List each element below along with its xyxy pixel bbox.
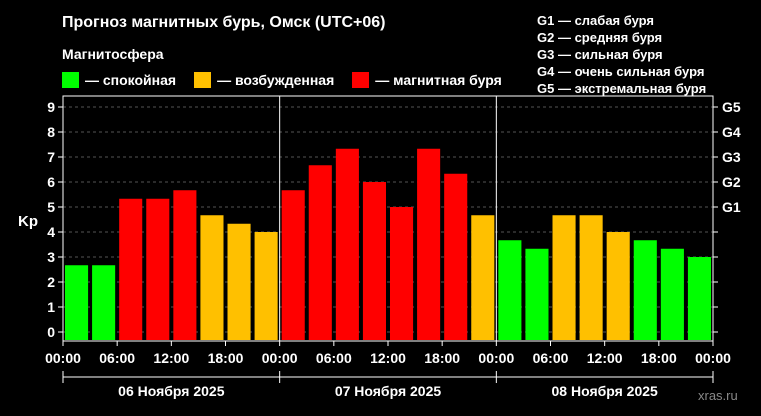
kp-bar: [552, 215, 576, 340]
legend-label-storm: — магнитная буря: [375, 72, 502, 88]
color-legend: — спокойная — возбужденная — магнитная б…: [62, 72, 520, 88]
date-label: 06 Ноября 2025: [118, 383, 225, 399]
x-tick-label: 18:00: [208, 350, 244, 366]
y-tick-label: 1: [47, 299, 55, 315]
x-tick-label: 06:00: [533, 350, 569, 366]
g-legend-item: G1 — слабая буря: [537, 13, 655, 28]
legend-swatch-active: [194, 72, 212, 88]
x-tick-label: 00:00: [45, 350, 81, 366]
date-label: 08 Ноября 2025: [552, 383, 659, 399]
kp-bar: [65, 265, 89, 340]
kp-bar: [173, 190, 197, 340]
kp-bar: [579, 215, 603, 340]
y-tick-label: 7: [47, 149, 55, 165]
g-legend-item: G3 — сильная буря: [537, 47, 663, 62]
kp-bar: [444, 173, 468, 340]
x-tick-label: 00:00: [262, 350, 298, 366]
y-tick-label: 6: [47, 174, 55, 190]
legend-subtitle: Магнитосфера: [62, 46, 164, 62]
y-tick-label: 2: [47, 274, 55, 290]
chart-title: Прогноз магнитных бурь, Омск (UTC+06): [62, 14, 386, 31]
watermark: xras.ru: [698, 388, 738, 403]
kp-bar: [498, 240, 522, 340]
g-tick-label: G5: [722, 99, 741, 115]
kp-bar: [417, 148, 441, 340]
kp-bar: [390, 207, 414, 340]
y-tick-label: 4: [47, 224, 55, 240]
x-tick-label: 12:00: [370, 350, 406, 366]
x-tick-label: 12:00: [587, 350, 623, 366]
legend-label-quiet: — спокойная: [85, 72, 177, 88]
legend-swatch-storm: [352, 72, 370, 88]
g-tick-label: G1: [722, 199, 741, 215]
y-tick-label: 0: [47, 324, 55, 340]
date-label: 07 Ноября 2025: [335, 383, 442, 399]
kp-bar: [633, 240, 657, 340]
kp-bar: [687, 257, 711, 340]
g-legend-item: G5 — экстремальная буря: [537, 81, 707, 96]
x-tick-label: 06:00: [99, 350, 135, 366]
kp-bar: [200, 215, 224, 340]
kp-bar: [227, 223, 251, 340]
g-legend-item: G2 — средняя буря: [537, 30, 663, 45]
kp-bar: [335, 148, 359, 340]
kp-bar: [92, 265, 116, 340]
kp-bar: [308, 165, 332, 340]
x-tick-label: 18:00: [424, 350, 460, 366]
kp-bar: [119, 198, 143, 340]
y-tick-label: 8: [47, 124, 55, 140]
legend-label-active: — возбужденная: [217, 72, 335, 88]
kp-bar: [254, 232, 278, 340]
g-scale-legend: G1 — слабая буря G2 — средняя буря G3 — …: [537, 12, 706, 97]
kp-bar: [660, 248, 684, 340]
kp-bar: [606, 232, 630, 340]
y-tick-label: 3: [47, 249, 55, 265]
y-tick-label: 9: [47, 99, 55, 115]
legend-swatch-quiet: [62, 72, 79, 88]
y-axis-label: Kp: [18, 213, 38, 230]
x-tick-label: 12:00: [153, 350, 189, 366]
kp-bar: [525, 248, 549, 340]
kp-bar: [146, 198, 170, 340]
y-tick-label: 5: [47, 199, 55, 215]
g-tick-label: G2: [722, 174, 741, 190]
x-tick-label: 18:00: [641, 350, 677, 366]
kp-bar: [471, 215, 495, 340]
g-legend-item: G4 — очень сильная буря: [537, 64, 705, 79]
kp-bar: [362, 182, 386, 340]
kp-bar: [281, 190, 305, 340]
g-tick-label: G4: [722, 124, 741, 140]
x-tick-label: 00:00: [695, 350, 731, 366]
x-tick-label: 06:00: [316, 350, 352, 366]
g-tick-label: G3: [722, 149, 741, 165]
x-tick-label: 00:00: [478, 350, 514, 366]
